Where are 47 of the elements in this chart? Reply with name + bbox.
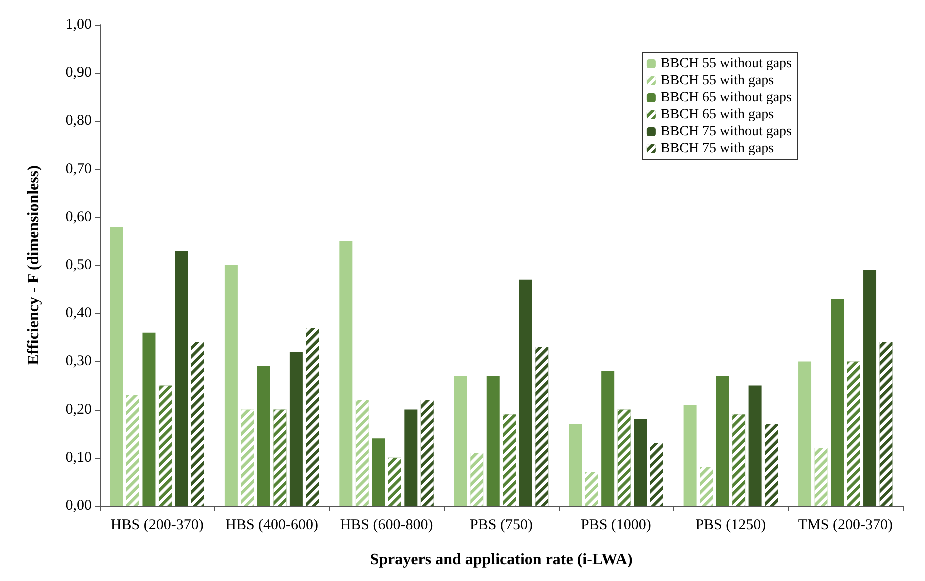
bar <box>404 410 418 506</box>
x-tick-label: HBS (200-370) <box>110 518 204 534</box>
y-tick-label: 0,00 <box>66 498 92 514</box>
x-axis-title: Sprayers and application rate (i-LWA) <box>370 552 633 568</box>
x-tick-label: HBS (600-800) <box>340 518 434 534</box>
bar <box>864 270 877 506</box>
bar <box>257 366 270 506</box>
bar <box>831 299 844 506</box>
bar <box>224 266 238 506</box>
bar <box>634 419 648 506</box>
y-tick-label: 0,50 <box>66 258 92 274</box>
bar <box>684 404 697 506</box>
legend-label: BBCH 65 with gaps <box>660 108 774 122</box>
legend-label: BBCH 55 without gaps <box>660 56 792 72</box>
bar <box>175 251 188 506</box>
bar <box>748 386 762 506</box>
bar <box>602 371 615 506</box>
x-tick-label: PBS (1000) <box>580 518 652 534</box>
x-tick-label: TMS (200-370) <box>798 518 893 534</box>
bar <box>798 362 812 506</box>
y-tick-label: 0,20 <box>66 402 92 418</box>
bar <box>519 280 532 506</box>
y-tick-label: 0,80 <box>66 113 92 130</box>
y-tick-label: 0,60 <box>66 209 92 226</box>
bar <box>142 332 156 506</box>
bar <box>716 376 730 506</box>
x-tick-label: HBS (400-600) <box>226 518 319 534</box>
legend-label: BBCH 55 with gaps <box>660 74 774 88</box>
y-tick-label: 0,70 <box>66 161 92 178</box>
y-tick-label: 0,30 <box>66 354 92 370</box>
legend-label: BBCH 75 without gaps <box>660 124 792 140</box>
x-tick-label: PBS (1250) <box>696 518 766 534</box>
y-tick-label: 1,00 <box>66 17 92 33</box>
bar <box>454 376 468 506</box>
bar <box>569 424 582 506</box>
bar <box>372 438 386 506</box>
legend-label: BBCH 75 with gaps <box>660 142 774 156</box>
bar <box>110 227 124 506</box>
y-tick-label: 0,40 <box>66 306 92 322</box>
x-tick-label: PBS (750) <box>470 518 533 534</box>
bar <box>486 376 500 506</box>
y-tick-label: 0,10 <box>66 450 92 466</box>
legend-label: BBCH 65 without gaps <box>660 90 792 106</box>
bar <box>290 352 303 506</box>
y-axis-title: Efficiency - F (dimensionless) <box>26 166 42 366</box>
y-tick-label: 0,90 <box>66 65 92 82</box>
bar <box>340 241 353 506</box>
